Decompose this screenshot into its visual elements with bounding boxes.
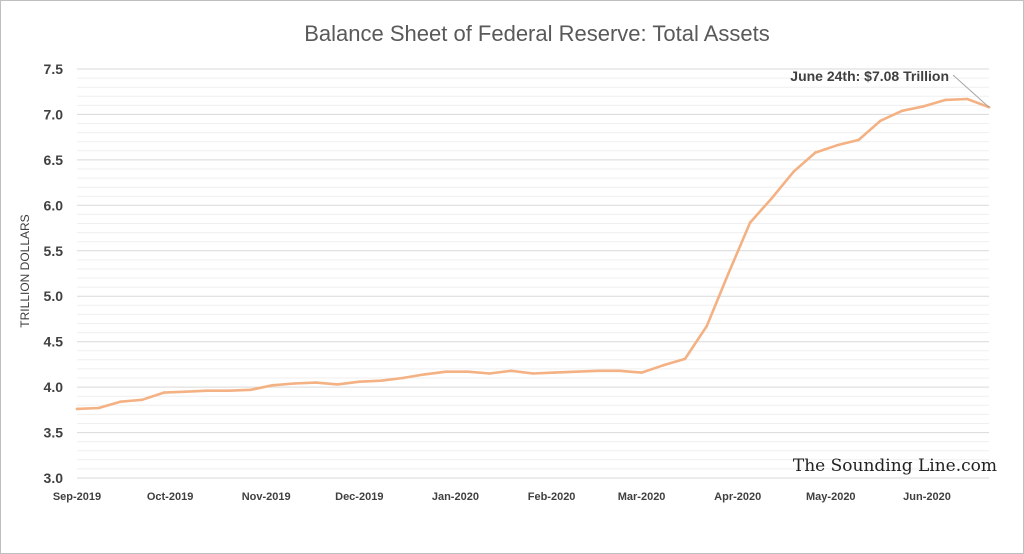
data-point	[770, 196, 774, 200]
annotation-leader-line	[952, 74, 990, 108]
data-point	[444, 370, 448, 374]
data-point	[814, 151, 817, 154]
y-tick-label: 3.0	[44, 470, 64, 486]
chart-title: Balance Sheet of Federal Reserve: Total …	[304, 21, 770, 46]
data-point	[944, 98, 947, 102]
data-point	[162, 391, 166, 394]
x-tick-label: Jan-2020	[432, 491, 479, 503]
watermark-text: The Sounding Line.com	[793, 456, 997, 476]
annotation-label: June 24th: $7.08 Trillion	[790, 68, 949, 84]
data-point	[553, 371, 556, 374]
data-point	[249, 388, 252, 392]
y-tick-label: 6.0	[44, 197, 64, 213]
x-tick-label: Sep-2019	[53, 491, 101, 503]
data-point	[879, 119, 882, 123]
x-tick-label: Oct-2019	[147, 491, 193, 503]
x-axis-ticks: Sep-2019 Oct-2019 Nov-2019 Dec-2019 Jan-2020…	[53, 491, 951, 503]
data-point	[727, 272, 730, 275]
y-tick-label: 4.5	[44, 334, 64, 350]
y-tick-label: 5.0	[44, 288, 64, 304]
x-tick-label: May-2020	[806, 491, 856, 503]
data-point	[423, 373, 426, 376]
x-tick-label: Feb-2020	[528, 491, 576, 503]
data-point	[640, 371, 643, 374]
data-point	[206, 389, 209, 393]
data-point	[705, 324, 708, 328]
data-point	[748, 221, 752, 224]
y-axis-ticks: 3.0 3.5 4.0 4.5 5.0 5.5 6.0 6.5 7.0 7.5	[44, 61, 64, 486]
data-point	[922, 105, 926, 108]
data-point	[140, 398, 144, 402]
data-point	[683, 357, 687, 361]
x-tick-label: Dec-2019	[335, 491, 383, 503]
data-point	[900, 109, 904, 113]
data-point	[596, 369, 600, 373]
data-point	[662, 364, 665, 367]
data-point	[97, 406, 100, 410]
data-point	[488, 372, 491, 375]
data-point	[184, 390, 187, 394]
y-tick-label: 5.5	[44, 243, 64, 259]
x-tick-label: Nov-2019	[242, 491, 291, 503]
data-point	[227, 389, 231, 393]
data-point	[314, 381, 318, 384]
data-point	[510, 369, 513, 373]
data-point	[271, 384, 274, 387]
data-point	[618, 369, 622, 373]
data-point	[575, 370, 578, 374]
data-point	[336, 383, 339, 386]
data-point	[75, 407, 79, 411]
series-layer	[75, 97, 991, 411]
data-point	[835, 144, 839, 147]
y-tick-label: 3.5	[44, 425, 64, 441]
data-point	[966, 97, 969, 101]
data-point	[379, 379, 383, 383]
data-point	[292, 382, 296, 385]
data-point	[401, 376, 405, 380]
x-tick-label: Mar-2020	[618, 491, 666, 503]
data-point	[466, 370, 470, 374]
data-point	[358, 380, 361, 384]
series-line	[75, 97, 991, 411]
y-axis-label: TRILLION DOLLARS	[18, 214, 32, 327]
y-tick-label: 6.5	[44, 152, 64, 168]
y-tick-label: 7.5	[44, 61, 64, 77]
data-point	[857, 138, 860, 142]
y-tick-label: 4.0	[44, 379, 64, 395]
data-point	[119, 400, 122, 404]
gridlines	[77, 68, 989, 479]
x-tick-label: Apr-2020	[714, 491, 761, 503]
y-tick-label: 7.0	[44, 106, 64, 122]
data-point	[531, 372, 535, 375]
data-point	[792, 170, 795, 173]
x-tick-label: Jun-2020	[903, 491, 951, 503]
